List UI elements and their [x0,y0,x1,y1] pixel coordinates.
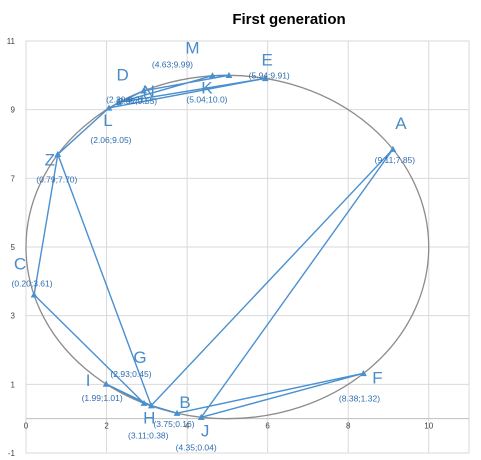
point-label-g: G [133,348,146,367]
point-label-h: H [143,409,155,428]
point-marker-i [102,380,110,387]
point-label-i: I [86,371,91,390]
point-label-j: J [201,421,210,440]
point-marker-e [261,75,269,82]
point-marker-n [140,87,147,94]
x-tick-label: 2 [104,422,109,431]
point-coord-j: (4.35;0.04) [176,442,217,452]
y-tick-label: 5 [11,243,16,252]
point-markers [30,71,397,421]
x-tick-label: 4 [185,422,190,431]
point-coord-z: (0.79;7.70) [36,174,77,184]
series-path [33,74,394,418]
x-tick-label: 0 [24,422,29,431]
point-marker-l [105,104,113,111]
point-marker-b [173,409,181,416]
point-coord-g: (2.93;0.45) [110,369,151,379]
y-tick-label: 1 [11,380,16,389]
point-marker-f [360,369,367,377]
point-coord-n: (2.92;9.55) [116,96,157,106]
point-coord-e: (5.94;9.91) [249,70,290,80]
point-coord-l: (2.06;9.05) [90,135,131,145]
point-marker-z [54,150,62,158]
point-label-a: A [395,114,407,133]
y-tick-label: 9 [11,106,16,115]
point-marker-a [389,145,397,152]
point-coord-c: (0.20;3.61) [11,279,52,289]
point-coord-i: (1.99;1.01) [82,393,123,403]
point-marker-c [30,291,38,298]
point-marker-h [147,402,155,409]
point-label-c: C [14,255,26,274]
point-coord-d: (2.30;9.21) [106,94,147,104]
tick-labels: 0 2 4 6 8 10 -1 1 3 5 7 9 11 [7,37,434,458]
point-marker-j [197,413,205,421]
point-labels: A (9.11;7.85) B (3.75;0.16) C (0.20;3.61) D (2.… [11,39,415,453]
y-tick-label: -1 [8,449,16,458]
point-marker-k [225,71,233,79]
point-marker-g [140,399,148,406]
point-coord-h: (3.11;0.38) [128,431,169,441]
point-label-f: F [372,368,382,387]
point-label-d: D [116,65,128,84]
point-coord-m: (4.63;9.99) [152,60,193,70]
point-label-n: N [142,82,154,101]
point-coord-b: (3.75;0.16) [153,419,194,429]
point-label-e: E [262,50,273,69]
point-marker-d [115,99,123,106]
y-tick-label: 7 [11,174,16,183]
point-label-k: K [201,78,213,97]
x-tick-label: 6 [265,422,270,431]
x-tick-label: 10 [424,422,433,431]
point-label-b: B [179,393,190,412]
point-label-m: M [185,39,199,58]
point-coord-a: (9.11;7.85) [375,155,416,165]
series-line [33,74,394,418]
point-label-l: L [103,111,112,130]
point-marker-m [209,72,216,79]
chart-title: First generation [232,11,345,28]
point-coord-f: (8.38;1.32) [339,393,380,403]
y-tick-label: 11 [7,37,16,46]
point-label-z: Z [45,150,55,169]
x-tick-label: 8 [346,422,351,431]
y-tick-label: 3 [11,312,16,321]
point-coord-k: (5.04;10.0) [186,94,227,104]
